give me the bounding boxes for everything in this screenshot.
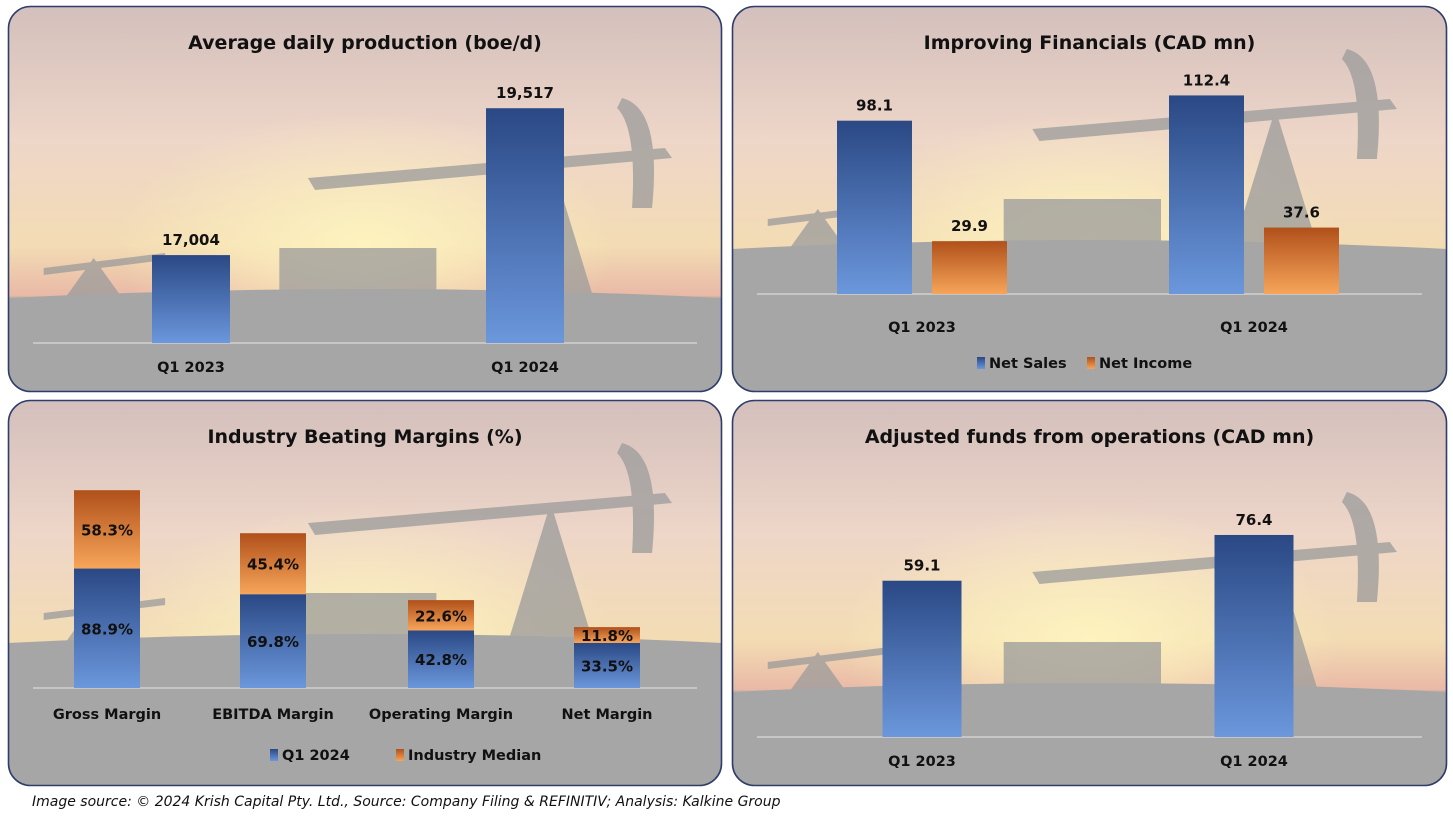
chart-title: Improving Financials (CAD mn) xyxy=(924,32,1256,54)
bar-industry-median xyxy=(574,627,640,643)
x-tick-label: Q1 2023 xyxy=(888,754,956,770)
panel-border xyxy=(7,5,723,393)
chart-panel-3: Industry Beating Margins (%) Gross Margin… xyxy=(7,399,723,787)
legend: Q1 2024 Industry Median xyxy=(270,748,541,764)
chart-title: Adjusted funds from operations (CAD mn) xyxy=(865,426,1314,448)
panel-border xyxy=(7,399,723,787)
bar-net-sales xyxy=(1169,95,1244,294)
data-label: 11.8% xyxy=(581,627,633,645)
bar-net-sales xyxy=(837,120,912,294)
chart-title: Average daily production (boe/d) xyxy=(188,32,542,54)
data-label: 42.8% xyxy=(415,651,467,669)
data-label: 88.9% xyxy=(81,620,133,638)
legend-label: Industry Median xyxy=(408,748,541,764)
bar-production xyxy=(152,255,230,343)
bar-industry-median xyxy=(74,490,140,569)
data-label: 112.4 xyxy=(1183,71,1230,89)
legend: Net Sales Net Income xyxy=(977,356,1192,372)
data-label: 33.5% xyxy=(581,657,633,675)
legend-label: Net Income xyxy=(1099,356,1192,372)
footer-source: Image source: © 2024 Krish Capital Pty. … xyxy=(32,794,781,810)
legend-swatch-blue xyxy=(270,749,278,761)
legend-swatch-orange xyxy=(396,749,404,761)
bar-affo xyxy=(1214,534,1294,737)
x-tick-label: Gross Margin xyxy=(53,707,161,723)
bar-q1-2024 xyxy=(408,630,474,688)
data-label: 69.8% xyxy=(247,633,299,651)
legend-swatch-orange xyxy=(1087,357,1095,369)
x-tick-label: Q1 2024 xyxy=(1220,320,1288,336)
data-label: 98.1 xyxy=(856,97,893,115)
panel-border xyxy=(731,399,1448,787)
legend-swatch-blue xyxy=(977,357,985,369)
chart-panel-1: Average daily production (boe/d) Q1 2023 1… xyxy=(7,5,723,393)
legend-label: Net Sales xyxy=(989,356,1067,372)
data-label: 58.3% xyxy=(81,521,133,539)
data-label: 19,517 xyxy=(496,84,554,102)
data-label: 22.6% xyxy=(415,607,467,625)
bar-industry-median xyxy=(240,533,306,595)
panel-border xyxy=(731,5,1448,393)
x-tick-label: EBITDA Margin xyxy=(212,707,334,723)
data-label: 45.4% xyxy=(247,556,299,574)
data-label: 29.9 xyxy=(951,217,988,235)
data-label: 59.1 xyxy=(903,557,940,575)
data-label: 17,004 xyxy=(162,231,220,249)
chart-title: Industry Beating Margins (%) xyxy=(207,426,522,448)
chart-panel-2: Improving Financials (CAD mn) Q1 2023 98.1… xyxy=(731,5,1448,393)
x-tick-label: Q1 2023 xyxy=(157,360,225,376)
data-label: 76.4 xyxy=(1235,511,1272,529)
x-tick-label: Q1 2023 xyxy=(888,320,956,336)
bar-q1-2024 xyxy=(240,594,306,688)
bar-q1-2024 xyxy=(74,568,140,688)
x-tick-label: Operating Margin xyxy=(369,707,513,723)
chart-panel-4: Adjusted funds from operations (CAD mn) Q… xyxy=(731,399,1448,787)
bar-net-income xyxy=(932,241,1007,294)
legend-label: Q1 2024 xyxy=(282,748,350,764)
data-label: 37.6 xyxy=(1283,204,1320,222)
oilfield-background xyxy=(732,6,1447,392)
x-tick-label: Q1 2024 xyxy=(1220,754,1288,770)
bar-industry-median xyxy=(408,600,474,631)
bar-production xyxy=(486,108,564,343)
x-tick-label: Net Margin xyxy=(562,707,653,723)
x-tick-label: Q1 2024 xyxy=(491,360,559,376)
bar-affo xyxy=(882,580,962,737)
oilfield-background xyxy=(8,6,722,392)
bar-q1-2024 xyxy=(574,642,640,688)
bar-net-income xyxy=(1264,227,1339,294)
oilfield-background xyxy=(732,400,1447,786)
